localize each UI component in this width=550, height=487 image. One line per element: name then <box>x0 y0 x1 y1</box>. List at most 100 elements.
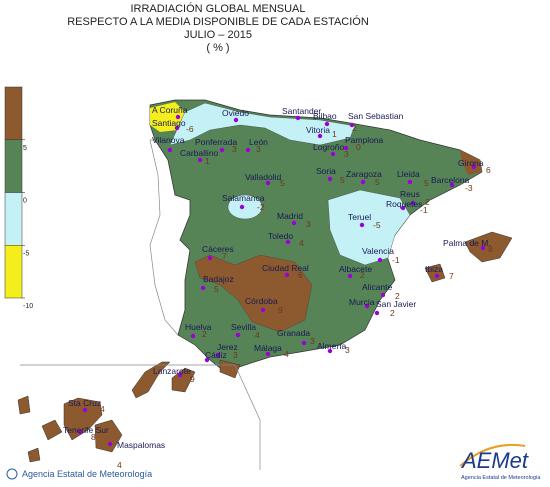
title-line: IRRADIACIÓN GLOBAL MENSUAL <box>130 2 305 15</box>
station-value: 8 <box>91 432 96 442</box>
station-value: 8 <box>488 244 493 254</box>
station-dot <box>343 145 349 151</box>
station-name: Tenerife Sur <box>63 425 109 435</box>
coast <box>219 359 241 379</box>
station-dot <box>330 151 336 157</box>
station-dot <box>200 285 206 291</box>
station-name: Bilbao <box>313 111 337 121</box>
station-name: Toledo <box>268 231 293 241</box>
station-name: Oviedo <box>222 108 249 118</box>
island <box>94 419 123 453</box>
station-dot <box>174 125 180 131</box>
station-value: 6 <box>298 270 303 280</box>
logo-mark: AEMet <box>460 448 529 473</box>
station-value: 5 <box>340 175 345 185</box>
station-value: 5 <box>0 0 5 2</box>
station-dot <box>317 133 323 139</box>
station-name: Soria <box>316 166 336 176</box>
station-name: Madrid <box>277 211 303 221</box>
station-name: Roquetes <box>386 199 422 209</box>
station-name: Murcia <box>349 297 375 307</box>
station-dot <box>265 351 271 357</box>
station-name: Huelva <box>185 322 212 332</box>
island <box>63 397 103 441</box>
station-value: 3 <box>256 144 261 154</box>
station-name: Albacete <box>339 264 372 274</box>
station-name: Vitoria <box>306 125 330 135</box>
island <box>424 263 446 283</box>
station-name: Zaragoza <box>346 169 382 179</box>
station-name: León <box>249 137 268 147</box>
station-value: 5 <box>375 177 380 187</box>
station-dot <box>359 222 365 228</box>
station-dot <box>327 348 333 354</box>
station-name: Ciudad Real <box>262 263 309 273</box>
island <box>131 361 171 399</box>
station-dot <box>324 121 330 127</box>
station-name: Alicante <box>362 282 393 292</box>
station-value: -6 <box>186 124 194 134</box>
station-name: A Coruña <box>152 105 188 115</box>
title-line: ( % ) <box>206 42 229 54</box>
station-name: Granada <box>277 328 310 338</box>
station-name: Logroño <box>313 142 344 152</box>
station-value: 3 <box>310 336 315 346</box>
station-dot <box>177 372 183 378</box>
station-name: Maspalomas <box>117 440 165 450</box>
station-value: 2 <box>360 270 365 280</box>
mid-zone <box>169 102 356 146</box>
copyright-icon <box>6 468 18 480</box>
station-value: 2 <box>425 197 430 207</box>
station-name: Córdoba <box>245 296 278 306</box>
station-dot <box>434 273 440 279</box>
station-name: Teruel <box>348 212 371 222</box>
mid-zone <box>227 194 263 220</box>
scale-band <box>4 86 23 140</box>
station-name: Vilanova <box>152 135 185 145</box>
station-dot <box>364 303 370 309</box>
station-value: -5 <box>373 220 381 230</box>
station-dot <box>449 182 455 188</box>
station-dot <box>215 352 221 358</box>
station-dot <box>327 176 333 182</box>
station-value: 3 <box>233 350 238 360</box>
title: IRRADIACIÓN GLOBAL MENSUAL RESPECTO A LA… <box>67 2 369 54</box>
station-dot <box>167 147 173 153</box>
station-dot <box>400 205 406 211</box>
station-name: Lanzarote <box>153 366 191 376</box>
land <box>17 99 513 470</box>
scale-band <box>4 192 23 246</box>
station-dot <box>291 220 297 226</box>
station-dot <box>204 357 210 363</box>
station-value: 9 <box>278 305 283 315</box>
station-name: Sta Cruz <box>68 398 101 408</box>
logo-arc <box>459 443 526 467</box>
station-name: Almería <box>317 341 347 351</box>
station-value: -1 <box>420 205 428 215</box>
station-name: Carballino <box>180 148 219 158</box>
station-value: -3 <box>465 183 473 193</box>
station-value: 5 <box>214 284 219 294</box>
station-value: 9 <box>190 374 195 384</box>
station-dot <box>260 307 266 313</box>
station-value: 7 <box>222 251 227 261</box>
logo-caption: Agencia Estatal de Meteorología <box>461 475 541 481</box>
station-value: 3 <box>344 149 349 159</box>
island <box>464 231 513 263</box>
station-name: Valencia <box>362 246 394 256</box>
color-scale: 5 0 -5 -10 <box>4 86 33 310</box>
station-name: Ibiza <box>425 264 443 274</box>
station-value: 4 <box>255 330 260 340</box>
station-value: 2 <box>390 308 395 318</box>
scale-band <box>4 139 23 193</box>
scale-tick-label: -10 <box>23 303 33 310</box>
station-value: 1 <box>332 129 337 139</box>
island <box>17 395 31 415</box>
scale-tick-label: 5 <box>23 145 27 152</box>
footer: Agencia Estatal de Meteorología AEMet Ag… <box>6 443 541 481</box>
scale-band <box>4 245 23 299</box>
mid-zone <box>327 189 411 266</box>
station-value: 4 <box>117 460 122 470</box>
station-value: 3 <box>232 144 237 154</box>
station-name: Lleida <box>397 169 420 179</box>
